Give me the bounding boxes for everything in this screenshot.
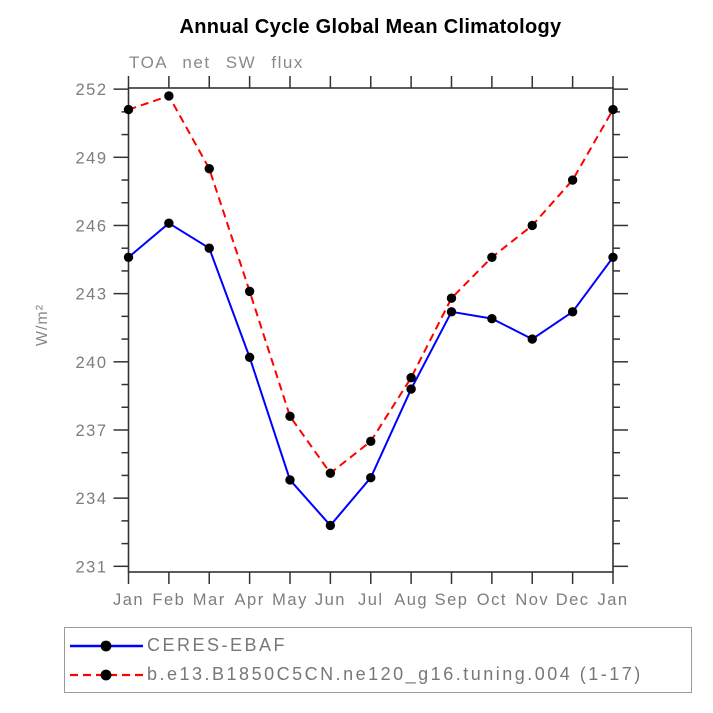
legend-item-observation: CERES-EBAF <box>65 631 691 660</box>
data-point-series-1 <box>366 436 376 447</box>
data-point-series-1 <box>285 411 295 422</box>
y-tick-label: 234 <box>75 490 107 508</box>
data-point-series-1 <box>406 373 416 383</box>
data-point-series-1 <box>567 175 578 185</box>
x-tick-label: Jun <box>315 591 346 609</box>
x-tick-label: Sep <box>435 591 469 609</box>
x-tick-label: Aug <box>394 591 428 609</box>
chart-subtitle: TOA net SW flux <box>129 53 304 72</box>
data-point-series-0 <box>446 307 457 317</box>
y-tick-label: 243 <box>75 286 107 304</box>
legend-marker-dot <box>100 669 112 680</box>
plot-box <box>127 87 614 573</box>
legend-label-model: b.e13.B1850C5CN.ne120_g16.tuning.004 (1-… <box>147 664 643 684</box>
data-point-series-1 <box>244 286 255 297</box>
x-tick-label: Jan <box>597 591 628 609</box>
data-point-series-1 <box>487 252 497 262</box>
data-point-series-1 <box>325 468 336 478</box>
x-tick-label: Nov <box>515 591 549 609</box>
y-tick-label: 252 <box>75 81 107 99</box>
legend-label-observation: CERES-EBAF <box>147 635 288 655</box>
x-tick-label: Jan <box>113 591 144 609</box>
data-point-series-0 <box>244 352 255 362</box>
legend-item-model: b.e13.B1850C5CN.ne120_g16.tuning.004 (1-… <box>65 660 691 689</box>
x-tick-label: May <box>272 591 308 609</box>
x-tick-label: Oct <box>477 591 507 609</box>
legend: CERES-EBAF b.e13.B1850C5CN.ne120_g16.tun… <box>64 627 692 693</box>
data-point-series-0 <box>285 475 295 485</box>
data-point-series-0 <box>204 243 214 253</box>
data-point-series-0 <box>567 307 578 317</box>
legend-line-sample-dashed-red <box>70 669 143 680</box>
data-point-series-1 <box>164 91 174 101</box>
data-point-series-1 <box>527 220 537 231</box>
x-tick-label: Dec <box>556 591 590 609</box>
data-point-series-0 <box>325 520 336 531</box>
series-line-1 <box>128 94 614 475</box>
data-point-series-0 <box>406 384 416 394</box>
data-point-series-0 <box>123 252 134 262</box>
legend-line-sample-solid-blue <box>70 640 143 651</box>
data-point-series-1 <box>123 104 134 115</box>
x-tick-label: Jul <box>358 591 384 609</box>
data-point-series-0 <box>527 334 537 344</box>
data-point-series-1 <box>204 163 214 174</box>
y-tick-label: 231 <box>75 558 107 576</box>
y-tick-label: 246 <box>75 217 107 235</box>
y-tick-label: 249 <box>75 149 107 167</box>
data-point-series-0 <box>366 472 376 483</box>
x-tick-label: Apr <box>235 591 265 609</box>
x-tick-label: Feb <box>152 591 185 609</box>
data-point-series-0 <box>487 313 497 324</box>
chart-title: Annual Cycle Global Mean Climatology <box>179 16 562 38</box>
data-point-series-0 <box>164 218 174 228</box>
y-tick-label: 237 <box>75 422 107 440</box>
y-tick-label: 240 <box>75 354 107 372</box>
data-point-series-1 <box>608 104 618 115</box>
data-point-series-1 <box>446 293 457 303</box>
data-point-series-0 <box>608 252 618 262</box>
legend-marker-dot <box>100 640 112 651</box>
x-tick-label: Mar <box>193 591 226 609</box>
